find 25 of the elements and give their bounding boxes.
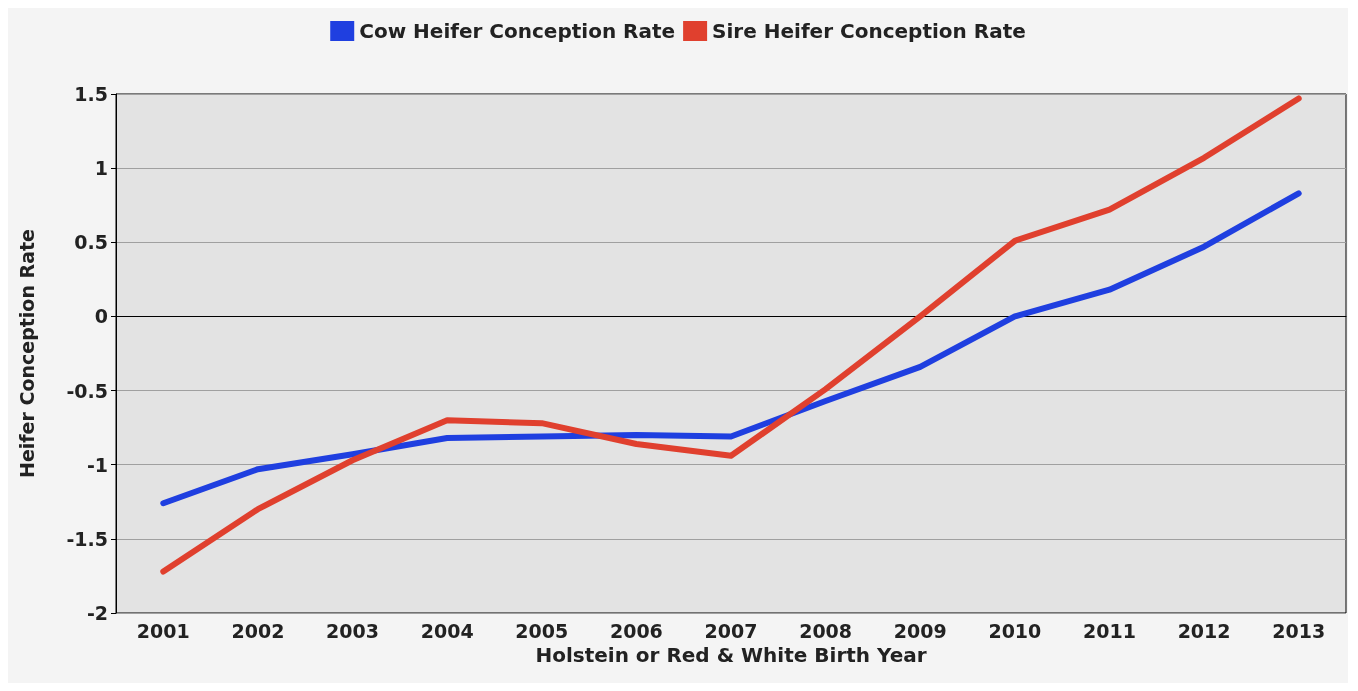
y-tick-label: -0.5	[66, 379, 108, 402]
x-axis-title: Holstein or Red & White Birth Year	[535, 642, 927, 667]
x-tick-label: 2007	[704, 619, 758, 642]
y-tick-label: -1.5	[66, 527, 108, 550]
y-tick-label: 1	[94, 157, 108, 180]
y-axis-title: Heifer Conception Rate	[15, 229, 38, 478]
legend-label: Cow Heifer Conception Rate	[359, 19, 676, 43]
y-tick-label: -2	[86, 602, 108, 624]
x-tick-label: 2001	[136, 619, 190, 642]
x-tick-label: 2012	[1177, 619, 1231, 642]
y-tick-label: -1	[86, 453, 108, 476]
y-tick-label: 0.5	[74, 231, 108, 254]
y-tick-label: 1.5	[74, 83, 108, 105]
x-tick-label: 2003	[326, 619, 379, 642]
legend-label: Sire Heifer Conception Rate	[712, 19, 1026, 43]
x-tick-label: 2005	[515, 619, 569, 642]
x-tick-label: 2006	[609, 619, 663, 642]
x-tick-label: 2013	[1272, 619, 1326, 642]
x-tick-label: 2002	[231, 619, 285, 642]
x-tick-label: 2010	[988, 619, 1042, 642]
x-tick-label: 2004	[420, 619, 474, 642]
y-tick-label: 0	[94, 305, 108, 328]
x-tick-label: 2009	[893, 619, 947, 642]
x-tick-label: 2008	[799, 619, 853, 642]
x-tick-label: 2011	[1083, 619, 1136, 642]
